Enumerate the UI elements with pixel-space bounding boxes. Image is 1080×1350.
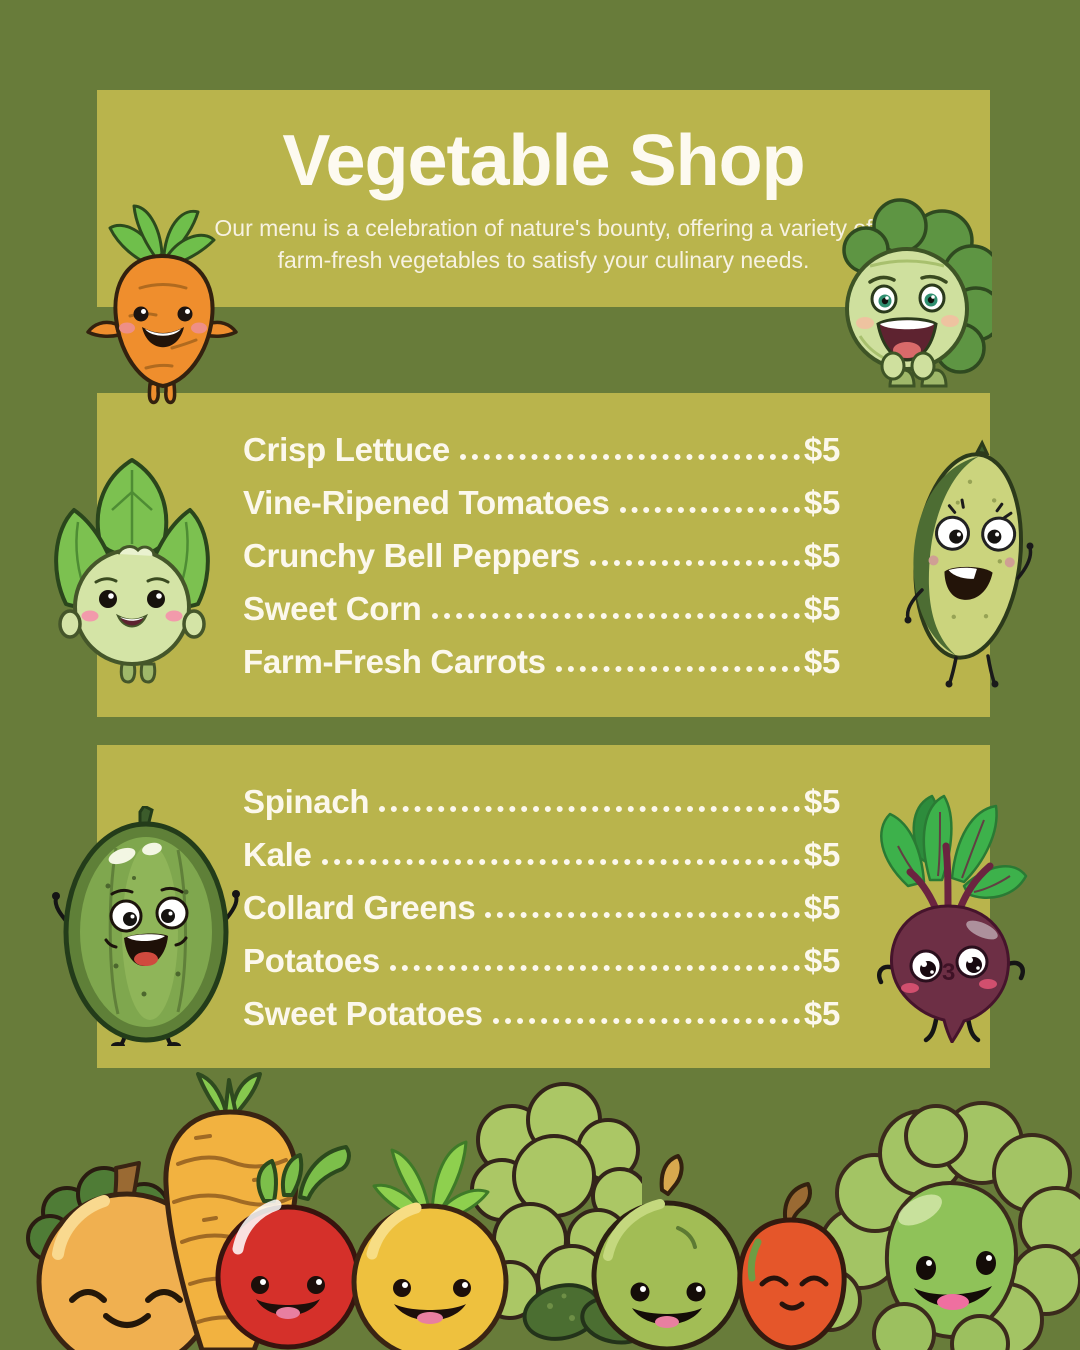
menu-item-row: Kale $5 (243, 828, 840, 881)
beet-character-illustration: 3 (877, 794, 1028, 1043)
menu-item-row: Sweet Potatoes $5 (243, 987, 840, 1040)
menu-item-name: Potatoes (243, 941, 380, 979)
menu-item-name: Kale (243, 835, 312, 873)
beet-face-mark: 3 (942, 959, 955, 986)
dot-leader (321, 858, 800, 865)
page-subtitle: Our menu is a celebration of nature's bo… (214, 214, 873, 273)
menu-list-1: Crisp Lettuce $5 Vine-Ripened Tomatoes $… (97, 393, 990, 688)
dot-leader (589, 559, 800, 566)
tomato-character-illustration (215, 1145, 361, 1350)
green-apple-character-illustration (591, 1154, 743, 1350)
broccoli-illustration (470, 1082, 642, 1320)
turnip-character-illustration (351, 1140, 509, 1350)
watermelon-cucumber-character-illustration (52, 806, 240, 1046)
dot-leader (555, 665, 800, 672)
menu-item-price: $5 (803, 782, 840, 820)
menu-item-row: Sweet Corn $5 (243, 582, 840, 635)
menu-item-name: Sweet Potatoes (243, 994, 483, 1032)
menu-item-name: Vine-Ripened Tomatoes (243, 483, 610, 521)
menu-item-price: $5 (803, 642, 840, 680)
menu-item-price: $5 (803, 994, 840, 1032)
menu-item-name: Spinach (243, 782, 370, 820)
menu-list-2: Spinach $5 Kale $5 Collard Greens $5 Pot… (97, 745, 990, 1040)
menu-item-name: Collard Greens (243, 888, 476, 926)
menu-item-row: Vine-Ripened Tomatoes $5 (243, 476, 840, 529)
menu-item-row: Spinach $5 (243, 775, 840, 828)
menu-item-row: Collard Greens $5 (243, 881, 840, 934)
menu-item-row: Farm-Fresh Carrots $5 (243, 635, 840, 688)
menu-item-row: Crisp Lettuce $5 (243, 423, 840, 476)
menu-section-2: Spinach $5 Kale $5 Collard Greens $5 Pot… (97, 745, 990, 1068)
page-title: Vegetable Shop (282, 121, 805, 201)
menu-item-row: Crunchy Bell Peppers $5 (243, 529, 840, 582)
menu-item-name: Farm-Fresh Carrots (243, 642, 546, 680)
menu-item-price: $5 (803, 888, 840, 926)
dot-leader (379, 805, 800, 812)
dot-leader (389, 964, 800, 971)
menu-item-price: $5 (803, 941, 840, 979)
dot-leader (619, 506, 800, 513)
menu-item-name: Sweet Corn (243, 589, 422, 627)
menu-item-name: Crunchy Bell Peppers (243, 536, 580, 574)
dot-leader (492, 1017, 800, 1024)
dot-leader (431, 612, 800, 619)
cabbage-character-illustration (842, 198, 992, 388)
lettuce-character-illustration (54, 458, 210, 684)
dot-leader (459, 453, 800, 460)
menu-item-name: Crisp Lettuce (243, 430, 450, 468)
menu-item-price: $5 (803, 589, 840, 627)
red-pepper-character-illustration (737, 1182, 847, 1350)
cucumber-character-illustration (904, 439, 1034, 688)
menu-item-row: Potatoes $5 (243, 934, 840, 987)
menu-section-1: Crisp Lettuce $5 Vine-Ripened Tomatoes $… (97, 393, 990, 717)
menu-item-price: $5 (803, 536, 840, 574)
menu-item-price: $5 (803, 430, 840, 468)
dot-leader (485, 911, 800, 918)
menu-item-price: $5 (803, 483, 840, 521)
carrot-character-illustration (86, 204, 238, 405)
menu-item-price: $5 (803, 835, 840, 873)
header-banner: Vegetable Shop Our menu is a celebration… (97, 90, 990, 307)
